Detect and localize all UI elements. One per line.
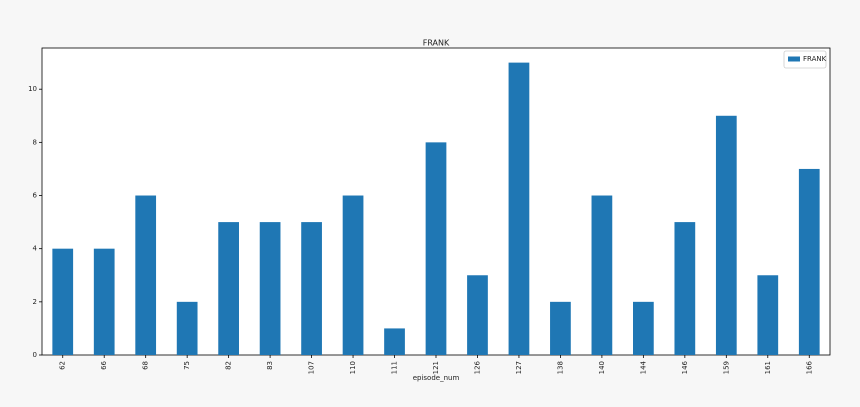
x-tick-label: 111 xyxy=(391,361,399,374)
x-tick-label: 146 xyxy=(681,360,689,374)
x-tick-label: 107 xyxy=(308,361,316,374)
x-tick-label: 161 xyxy=(764,361,772,374)
bar xyxy=(550,301,571,355)
legend-swatch xyxy=(788,56,800,62)
bar xyxy=(633,301,654,355)
bar xyxy=(798,168,820,355)
chart-title: FRANK xyxy=(423,39,450,48)
x-tick-label: 110 xyxy=(349,361,357,374)
x-tick-label: 83 xyxy=(266,361,274,370)
bar xyxy=(674,222,696,355)
x-tick-label: 68 xyxy=(142,361,150,370)
x-tick-label: 62 xyxy=(59,361,67,370)
x-tick-label: 121 xyxy=(432,361,440,374)
bar xyxy=(508,62,530,355)
x-axis-label: episode_num xyxy=(413,374,460,382)
bar xyxy=(176,301,198,355)
x-tick-label: 66 xyxy=(100,360,108,369)
bar xyxy=(259,222,281,355)
x-tick-label: 166 xyxy=(805,360,813,374)
y-tick-label: 6 xyxy=(33,192,38,200)
bar xyxy=(342,195,364,355)
x-tick-label: 127 xyxy=(515,361,523,374)
bar xyxy=(715,115,737,355)
y-tick-label: 8 xyxy=(33,138,37,146)
bar xyxy=(591,195,613,355)
bar xyxy=(93,248,115,355)
x-tick-label: 140 xyxy=(598,361,606,374)
bar xyxy=(135,195,157,355)
bar xyxy=(52,248,74,355)
y-tick-label: 10 xyxy=(28,85,37,93)
bar xyxy=(218,222,239,355)
x-tick-label: 126 xyxy=(473,360,481,374)
x-tick-label: 159 xyxy=(722,361,730,374)
bar xyxy=(757,275,779,355)
x-tick-label: 144 xyxy=(639,360,647,374)
bar xyxy=(425,142,447,355)
bar xyxy=(384,328,405,355)
x-tick-label: 82 xyxy=(225,361,233,370)
legend-label: FRANK xyxy=(803,55,827,63)
bar xyxy=(301,222,322,355)
x-tick-label: 138 xyxy=(556,361,564,374)
y-tick-label: 4 xyxy=(33,245,38,253)
y-tick-label: 0 xyxy=(33,351,37,359)
x-tick-label: 75 xyxy=(183,361,191,370)
bar xyxy=(467,275,488,355)
y-tick-label: 2 xyxy=(33,298,37,306)
legend-box xyxy=(783,50,827,69)
